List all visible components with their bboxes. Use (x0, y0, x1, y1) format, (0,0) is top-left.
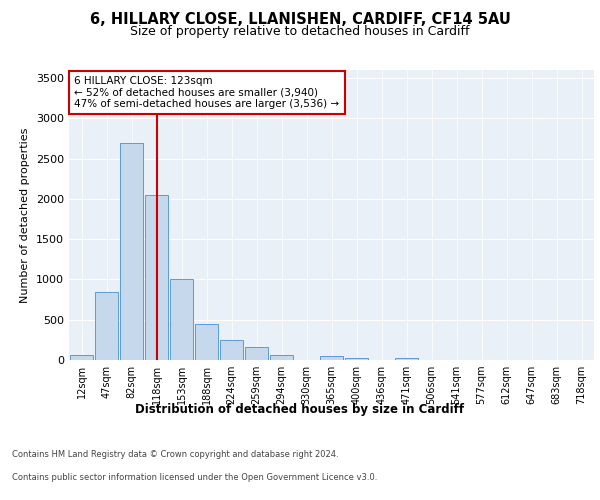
Bar (220, 340, 243, 360)
Bar (345, 358, 368, 360)
Text: Distribution of detached houses by size in Cardiff: Distribution of detached houses by size … (136, 402, 464, 415)
Bar (195, 324, 218, 360)
Bar (170, 280, 193, 360)
Text: 6, HILLARY CLOSE, LLANISHEN, CARDIFF, CF14 5AU: 6, HILLARY CLOSE, LLANISHEN, CARDIFF, CF… (89, 12, 511, 28)
Text: Contains HM Land Registry data © Crown copyright and database right 2024.: Contains HM Land Registry data © Crown c… (12, 450, 338, 459)
Bar (245, 347, 268, 360)
Bar (395, 358, 418, 360)
Bar (270, 355, 293, 360)
Bar (320, 356, 343, 360)
Y-axis label: Number of detached properties: Number of detached properties (20, 128, 31, 302)
Text: Contains public sector information licensed under the Open Government Licence v3: Contains public sector information licen… (12, 472, 377, 482)
Bar (70, 355, 93, 360)
Text: 6 HILLARY CLOSE: 123sqm
← 52% of detached houses are smaller (3,940)
47% of semi: 6 HILLARY CLOSE: 123sqm ← 52% of detache… (74, 76, 340, 109)
Text: Size of property relative to detached houses in Cardiff: Size of property relative to detached ho… (130, 25, 470, 38)
Bar (120, 142, 143, 360)
Bar (145, 195, 168, 360)
Bar (95, 292, 118, 360)
